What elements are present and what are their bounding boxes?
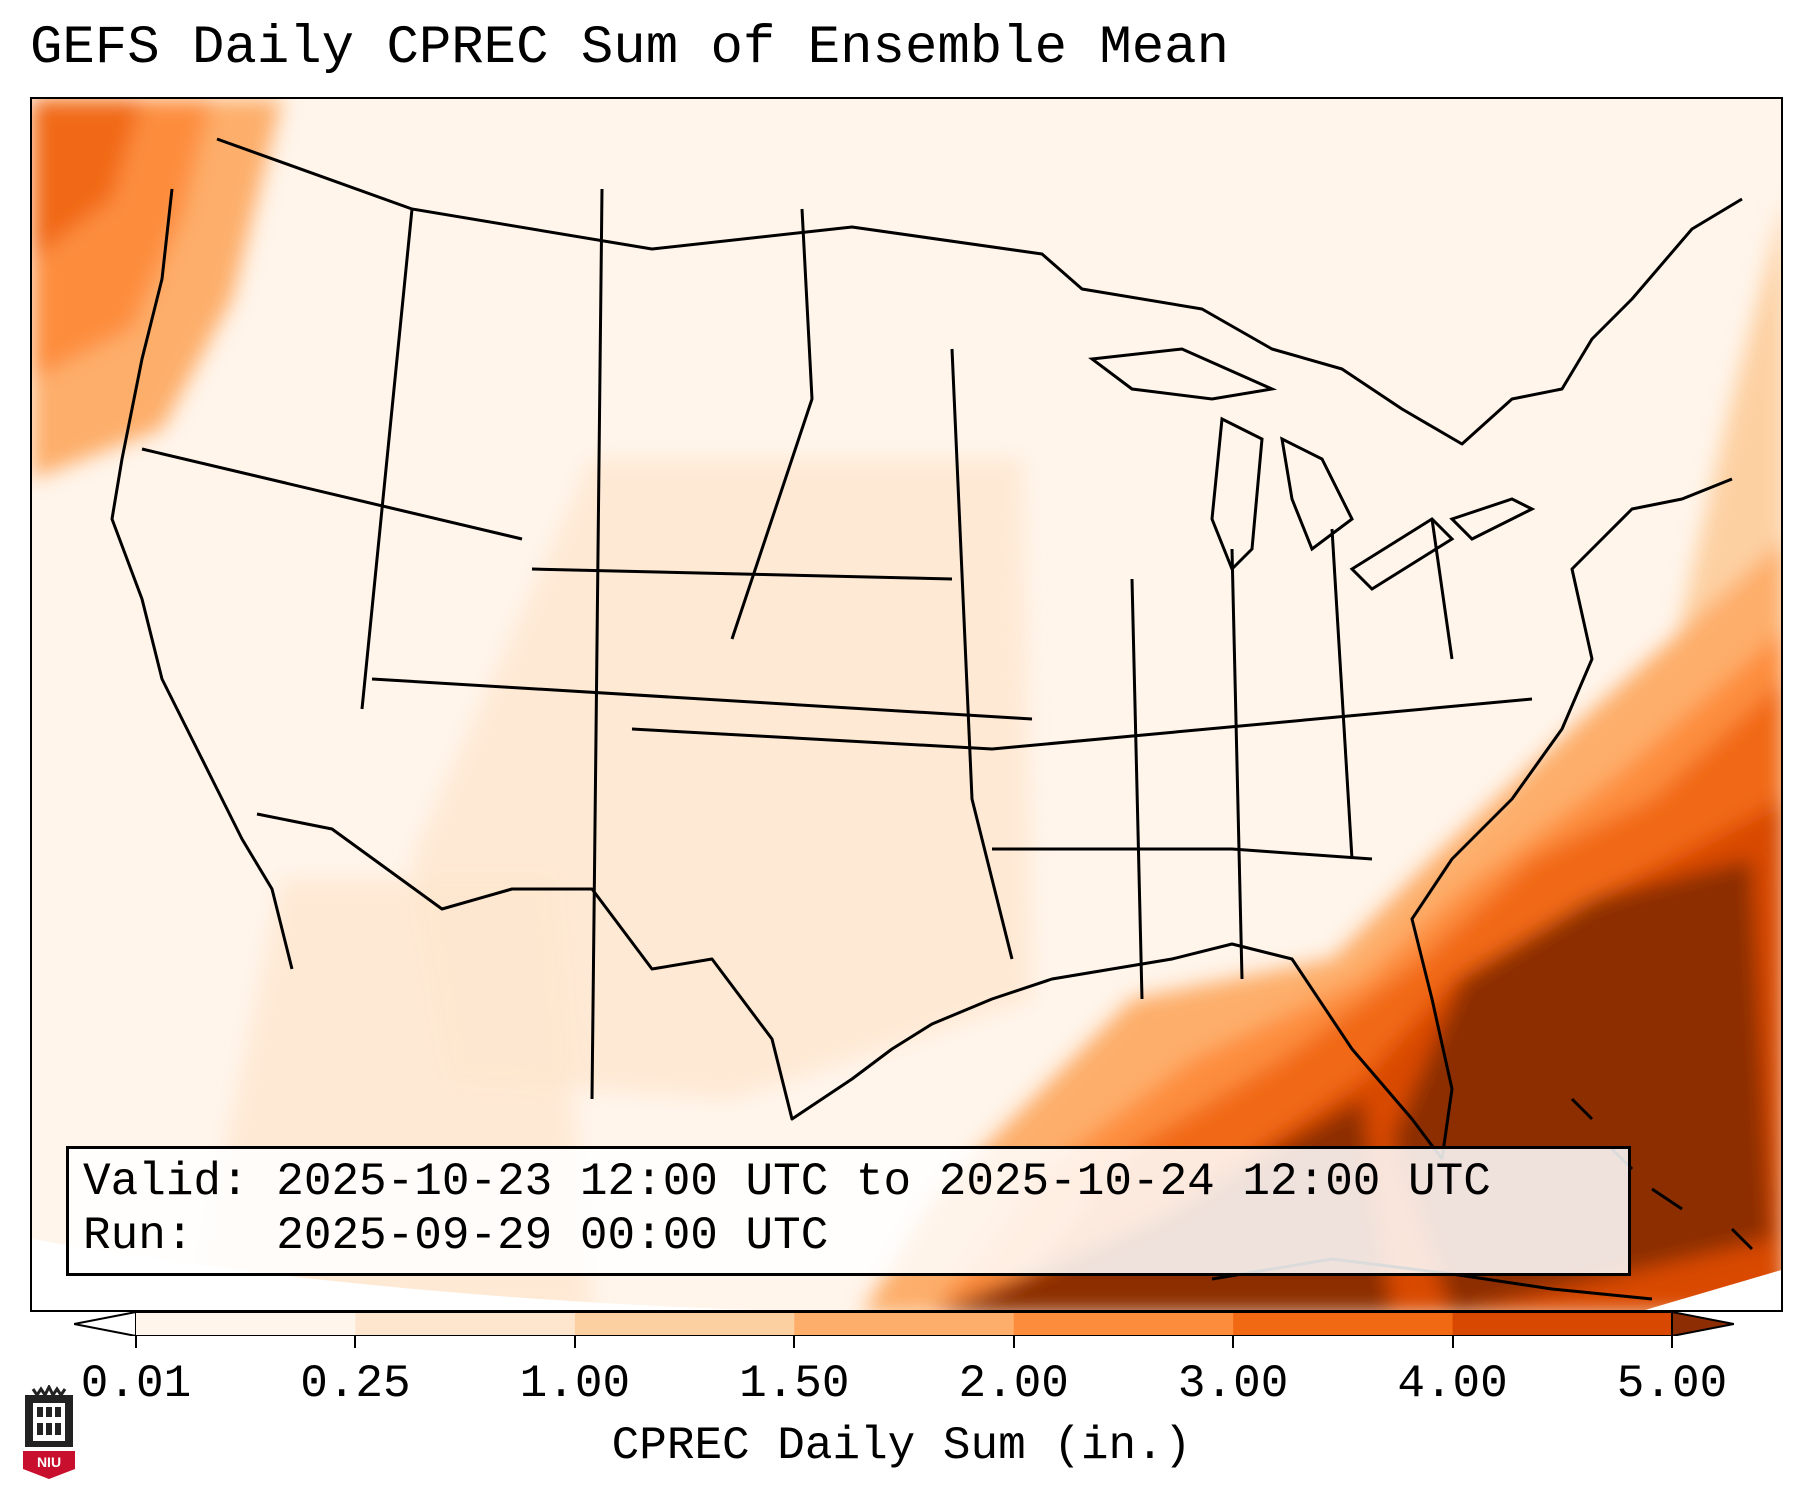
valid-run-info-box: Valid: 2025-10-23 12:00 UTC to 2025-10-2… [66,1146,1631,1276]
southern-border-gulf-coast [256,812,1444,1160]
boundary-lines [110,137,1743,1160]
colorbar-segment [574,1312,795,1336]
us-canada-border [216,137,1743,446]
colorbar-tick-label: 1.50 [739,1358,850,1410]
colorbar-tick-label: 4.00 [1397,1358,1508,1410]
colorbar-tick-mark [135,1336,137,1348]
map-title: GEFS Daily CPREC Sum of Ensemble Mean [30,18,1229,79]
colorbar-segment [136,1312,356,1336]
colorbar-label: CPREC Daily Sum (in.) [611,1420,1192,1472]
run-time-text: Run: 2025-09-29 00:00 UTC [83,1210,829,1262]
colorbar-tick-mark [1012,1336,1015,1348]
colorbar [74,1312,1734,1336]
valid-time-text: Valid: 2025-10-23 12:00 UTC to 2025-10-2… [83,1156,1491,1208]
colorbar-tick-label: 5.00 [1616,1358,1728,1410]
colorbar-segment [1233,1312,1454,1336]
colorbar-segment [794,1312,1015,1336]
colorbar-tick-mark [1451,1336,1454,1348]
colorbar-tick-label: 1.00 [519,1358,631,1410]
colorbar-tick-label: 3.00 [1177,1358,1289,1410]
colorbar-tick-mark [793,1336,796,1348]
colorbar-tick-label: 0.01 [80,1358,192,1410]
colorbar-segment [1013,1312,1234,1336]
great-lakes [1088,347,1536,591]
precipitation-map [30,97,1783,1312]
colorbar-tick-mark [1232,1336,1235,1348]
atlantic-coastline [1410,477,1733,1160]
colorbar-segment [355,1312,576,1336]
colorbar-tick-mark [573,1336,576,1348]
colorbar-tick-mark [354,1336,357,1348]
colorbar-tick-mark [1671,1336,1673,1348]
colorbar-max-extend [1671,1312,1734,1336]
colorbar-tick-label: 0.25 [300,1358,411,1410]
colorbar-min-extend [74,1312,137,1336]
colorbar-segment [1452,1312,1673,1336]
niu-logo: NIU [23,1385,75,1479]
pacific-coastline [110,188,294,970]
colorbar-tick-label: 2.00 [958,1358,1069,1410]
svg-text:NIU: NIU [37,1454,61,1470]
